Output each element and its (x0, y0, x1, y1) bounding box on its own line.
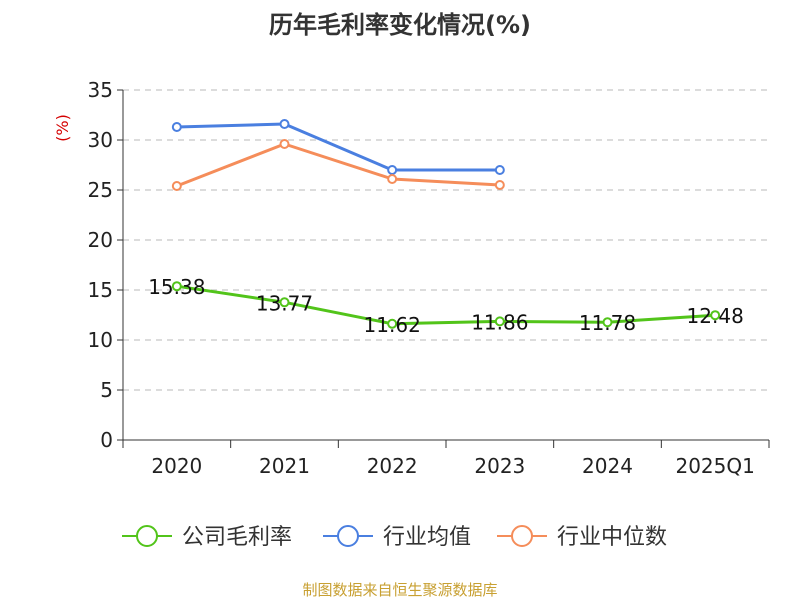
y-tick-label: 15 (88, 278, 113, 302)
chart-title: 历年毛利率变化情况(%) (269, 11, 531, 39)
data-point[interactable] (494, 165, 505, 175)
legend-label: 行业中位数 (557, 525, 667, 550)
y-tick-label: 35 (88, 78, 113, 102)
data-label: 11.78 (579, 311, 636, 335)
x-tick-label: 2024 (582, 454, 633, 478)
data-point[interactable] (279, 297, 290, 308)
legend-label: 行业均值 (383, 525, 471, 550)
legend-label: 公司毛利率 (182, 525, 292, 550)
legend-marker (136, 525, 158, 547)
source-note: 制图数据来自恒生聚源数据库 (302, 581, 497, 599)
series-line (176, 142, 500, 188)
x-tick-label: 2025Q1 (675, 454, 754, 478)
data-point[interactable] (710, 310, 721, 321)
data-label: 11.86 (471, 310, 528, 334)
y-tick-label: 0 (100, 428, 113, 452)
y-tick-label: 10 (88, 328, 113, 352)
data-label: 13.77 (256, 291, 313, 315)
y-tick-label: 5 (100, 378, 113, 402)
y-tick-label: 30 (88, 128, 113, 152)
data-point[interactable] (387, 174, 398, 184)
y-tick-label: 20 (88, 228, 113, 252)
data-point[interactable] (171, 122, 182, 132)
data-point[interactable] (494, 180, 505, 190)
series-1 (171, 119, 505, 175)
legend-marker (337, 525, 359, 547)
axes: 0 5 10 15 20 25 30 35 2020 2021 2022 2023 2024 2025Q1 (88, 78, 770, 478)
series-0: 15.38 13.77 11.62 11.86 11.78 12.48 (148, 275, 744, 337)
series-line (176, 284, 716, 326)
x-tick-label: 2020 (151, 454, 202, 478)
data-point[interactable] (602, 317, 613, 328)
x-tick-label: 2021 (259, 454, 310, 478)
legend[interactable]: 公司毛利率 行业均值 行业中位数 (122, 525, 667, 550)
x-tick-label: 2023 (474, 454, 525, 478)
data-point[interactable] (171, 281, 182, 292)
data-label: 15.38 (148, 275, 205, 299)
data-label: 12.48 (687, 304, 744, 328)
data-point[interactable] (279, 139, 290, 149)
x-tick-label: 2022 (367, 454, 418, 478)
y-tick-label: 25 (88, 178, 113, 202)
data-label: 11.62 (364, 313, 421, 337)
data-point[interactable] (494, 316, 505, 327)
legend-marker (511, 525, 533, 547)
data-point[interactable] (279, 119, 290, 129)
series-group: 15.38 13.77 11.62 11.86 11.78 12.48 (148, 119, 744, 337)
grid-lines (123, 89, 769, 391)
y-axis-label: (%) (53, 114, 72, 142)
legend-item-0[interactable]: 公司毛利率 (122, 525, 292, 550)
data-point[interactable] (171, 181, 182, 191)
series-line (176, 122, 500, 172)
legend-item-2[interactable]: 行业中位数 (497, 525, 667, 550)
legend-item-1[interactable]: 行业均值 (323, 525, 471, 550)
data-point[interactable] (387, 318, 398, 329)
data-point[interactable] (387, 165, 398, 175)
series-2 (171, 139, 505, 191)
